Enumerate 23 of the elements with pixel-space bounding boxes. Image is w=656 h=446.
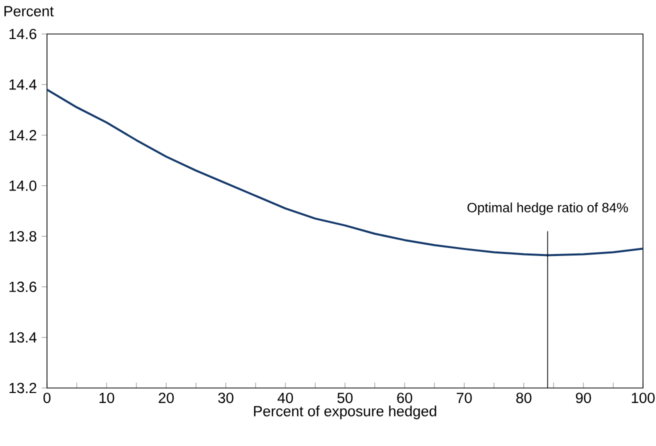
x-tick-label: 0	[43, 392, 50, 404]
x-tick-label: 90	[576, 392, 591, 404]
ref-line-label: Optimal hedge ratio of 84%	[467, 202, 628, 215]
y-axis-title: Percent	[4, 6, 54, 16]
x-tick-label: 10	[100, 392, 114, 404]
x-tick-label: 20	[158, 392, 174, 404]
x-tick-label: 50	[337, 392, 353, 404]
x-tick-label: 40	[278, 392, 293, 404]
x-tick-label: 80	[516, 392, 532, 404]
x-tick-label: 70	[456, 392, 472, 404]
y-tick-label: 14.4	[10, 80, 37, 90]
y-tick-label: 13.6	[10, 282, 36, 292]
y-tick-label: 14.6	[10, 28, 36, 40]
x-tick-label: 30	[218, 392, 234, 404]
y-tick-label: 13.2	[10, 382, 36, 394]
x-tick-label: 60	[397, 392, 412, 404]
y-tick-label: 13.8	[10, 231, 36, 242]
line-series	[46, 88, 644, 256]
x-axis-title: Percent of exposure hedged	[254, 406, 436, 420]
y-tick-label: 13.4	[10, 332, 37, 343]
y-tick-label: 14.2	[10, 130, 36, 140]
y-tick-label: 14.0	[10, 180, 36, 191]
x-tick-label: 100	[632, 392, 655, 404]
